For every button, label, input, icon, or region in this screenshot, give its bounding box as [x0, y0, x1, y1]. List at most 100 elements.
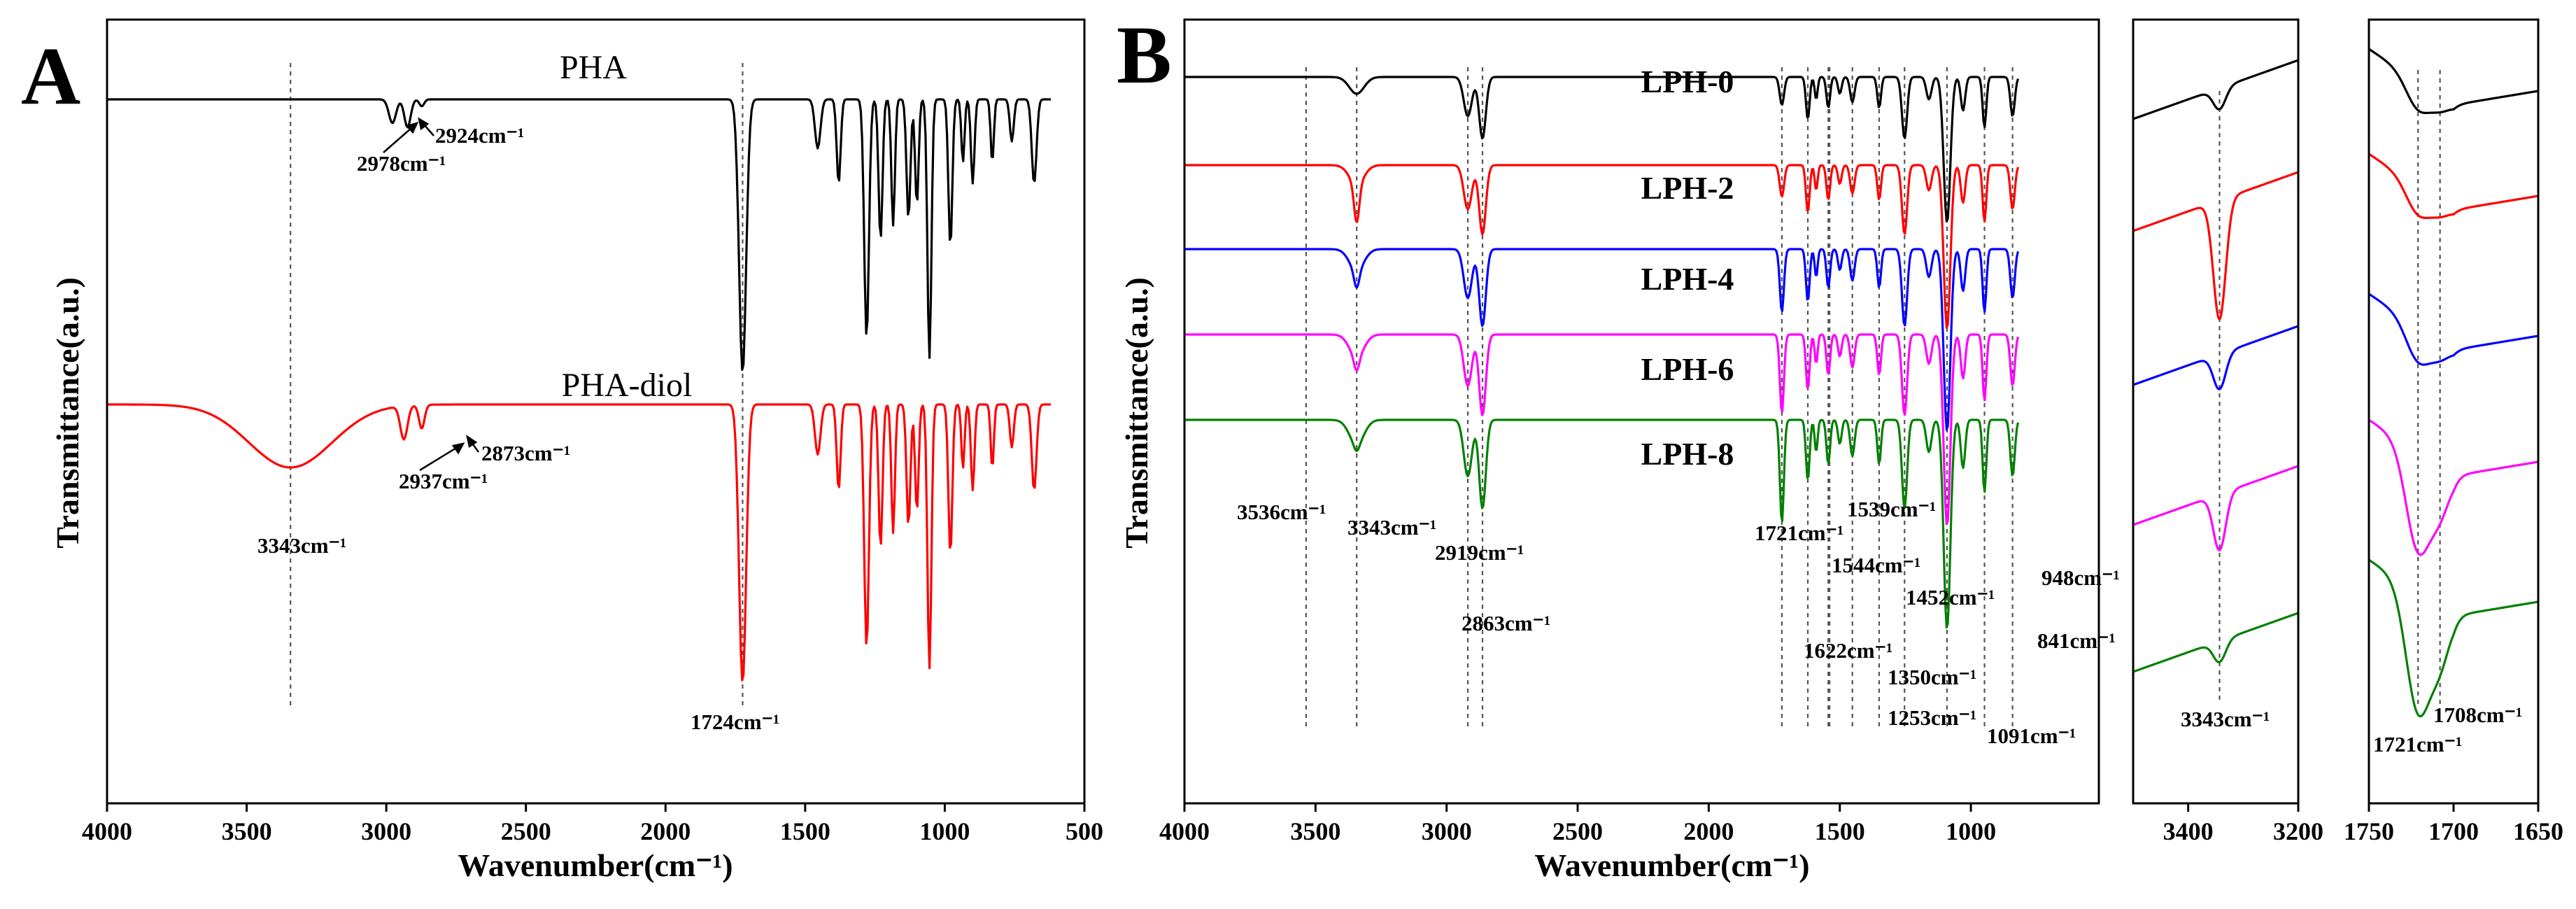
inset-co-frame — [2368, 18, 2540, 805]
annotation-2873: 2873cm⁻¹ — [481, 441, 570, 465]
x-tick-label: 1500 — [1815, 817, 1865, 845]
inset-oh-x-ticks: 3400 3200 — [2163, 803, 2323, 845]
x-tick-label: 3000 — [361, 817, 411, 845]
x-tick-label: 2000 — [1683, 817, 1734, 845]
series-line-lph-4 — [1184, 248, 2020, 431]
panel-b-inset-oh: 3400 3200 3343cm⁻¹ — [2132, 18, 2323, 845]
x-tick-label: 2000 — [640, 817, 691, 845]
arrow-2937-head — [451, 442, 465, 455]
series-line-lph-6 — [1184, 333, 2020, 526]
series-line-pha — [107, 98, 1052, 371]
annotation-1350: 1350cm⁻¹ — [1888, 665, 1976, 689]
series-line-lph-8 — [1184, 418, 2020, 629]
annotation-1544: 1544cm⁻¹ — [1832, 553, 1920, 577]
panel-a: A Transmittance(a.u.) Wavenumber(cm⁻¹) 4… — [21, 18, 1103, 883]
annotation-1452: 1452cm⁻¹ — [1906, 585, 1995, 609]
panel-b-inset-co: 1750 1700 1650 1708cm⁻¹ 1721cm⁻¹ — [2344, 18, 2563, 845]
arrow-2978-head — [405, 122, 419, 134]
panel-a-series — [107, 98, 1052, 682]
series-label-lph-4: LPH-4 — [1641, 261, 1734, 297]
series-line-pha-diol — [107, 403, 1052, 682]
panel-a-series-labels: PHA PHA-diol — [560, 49, 692, 404]
panel-b-frame — [1183, 18, 2100, 805]
x-tick-label: 1500 — [780, 817, 830, 845]
annotation-3343-b: 3343cm⁻¹ — [1347, 515, 1436, 540]
x-tick-label: 1750 — [2344, 817, 2394, 845]
panel-a-x-axis-title: Wavenumber(cm⁻¹) — [458, 847, 733, 883]
panel-a-letter: A — [21, 30, 80, 122]
arrow-2924-head — [418, 117, 430, 131]
arrow-2873-head — [466, 435, 478, 449]
annotation-2924: 2924cm⁻¹ — [435, 123, 524, 148]
annotation-arrows — [383, 117, 480, 472]
inset-oh-line — [2132, 612, 2300, 673]
annotation-3343-a: 3343cm⁻¹ — [257, 533, 346, 558]
x-tick-label: 1650 — [2513, 817, 2563, 845]
annotation-948: 948cm⁻¹ — [2041, 565, 2120, 590]
inset-co-line — [2368, 48, 2540, 114]
x-tick-label: 1000 — [1946, 817, 1996, 845]
panel-a-annotations: 2978cm⁻¹ 2924cm⁻¹ 2937cm⁻¹ 2873cm⁻¹ 3343… — [257, 117, 779, 734]
panel-a-frame — [106, 18, 1086, 805]
series-label-lph-6: LPH-6 — [1641, 351, 1734, 387]
series-label-pha: PHA — [560, 49, 627, 86]
x-tick-label: 4000 — [1159, 817, 1210, 845]
inset-oh-line — [2132, 171, 2300, 320]
inset-oh-series — [2132, 59, 2300, 673]
inset-co-series — [2368, 48, 2540, 718]
annotation-1721-inset: 1721cm⁻¹ — [2373, 732, 2462, 756]
annotation-1539: 1539cm⁻¹ — [1847, 497, 1936, 521]
panel-b-letter: B — [1117, 9, 1172, 101]
x-tick-label: 3200 — [2273, 817, 2323, 845]
series-label-lph-0: LPH-0 — [1641, 64, 1734, 99]
x-tick-label: 2500 — [1552, 817, 1603, 845]
series-label-lph-8: LPH-8 — [1641, 436, 1734, 472]
annotation-3343-inset: 3343cm⁻¹ — [2181, 707, 2270, 731]
x-tick-label: 1000 — [919, 817, 970, 845]
panel-a-reference-lines — [290, 63, 744, 707]
inset-oh-line — [2132, 59, 2300, 120]
annotation-1721: 1721cm⁻¹ — [1755, 521, 1843, 545]
annotation-2863: 2863cm⁻¹ — [1462, 611, 1550, 635]
x-tick-label: 1700 — [2428, 817, 2479, 845]
x-tick-label: 3400 — [2163, 817, 2214, 845]
inset-co-x-ticks: 1750 1700 1650 — [2344, 803, 2563, 845]
annotation-1724: 1724cm⁻¹ — [691, 710, 779, 734]
x-tick-label: 3500 — [1290, 817, 1340, 845]
annotation-2937: 2937cm⁻¹ — [399, 469, 488, 493]
annotation-1253: 1253cm⁻¹ — [1888, 705, 1976, 730]
inset-oh-frame — [2132, 18, 2300, 805]
x-tick-label: 3000 — [1422, 817, 1472, 845]
annotation-1091: 1091cm⁻¹ — [1987, 724, 2076, 748]
inset-co-line — [2368, 558, 2540, 718]
annotation-2919: 2919cm⁻¹ — [1435, 540, 1524, 565]
inset-co-line — [2368, 418, 2540, 556]
inset-co-reference-lines — [2417, 70, 2441, 707]
panel-a-y-axis-title: Transmittance(a.u.) — [50, 277, 85, 549]
series-line-lph-0 — [1184, 76, 2020, 223]
inset-co-line — [2368, 153, 2540, 219]
inset-oh-line — [2132, 465, 2300, 551]
series-label-lph-2: LPH-2 — [1641, 170, 1734, 206]
inset-co-line — [2368, 293, 2540, 366]
panel-b-annotations: 3536cm⁻¹ 3343cm⁻¹ 2919cm⁻¹ 2863cm⁻¹ 1721… — [1237, 497, 2120, 748]
panel-b-reference-lines — [1305, 67, 2014, 728]
series-line-lph-2 — [1184, 164, 2020, 329]
x-tick-label: 4000 — [82, 817, 132, 845]
panel-b: B Transmittance(a.u.) Wavenumber(cm⁻¹) 4… — [1117, 9, 2120, 883]
panel-b-x-axis-title: Wavenumber(cm⁻¹) — [1534, 847, 1809, 883]
x-tick-label: 2500 — [501, 817, 551, 845]
panel-b-series-labels: LPH-0 LPH-2 LPH-4 LPH-6 LPH-8 — [1641, 64, 1734, 472]
inset-oh-line — [2132, 325, 2300, 390]
panel-b-y-axis-title: Transmittance(a.u.) — [1119, 277, 1154, 549]
annotation-2978: 2978cm⁻¹ — [357, 151, 446, 176]
annotation-1622: 1622cm⁻¹ — [1804, 638, 1892, 663]
series-label-pha-diol: PHA-diol — [562, 367, 693, 404]
x-tick-label: 500 — [1066, 817, 1103, 845]
x-tick-label: 3500 — [222, 817, 272, 845]
annotation-841: 841cm⁻¹ — [2037, 628, 2116, 653]
panel-a-x-ticks: 4000 3500 3000 2500 2000 1500 1000 500 — [82, 803, 1103, 845]
annotation-3536: 3536cm⁻¹ — [1237, 500, 1326, 524]
panel-b-series — [1184, 76, 2020, 629]
